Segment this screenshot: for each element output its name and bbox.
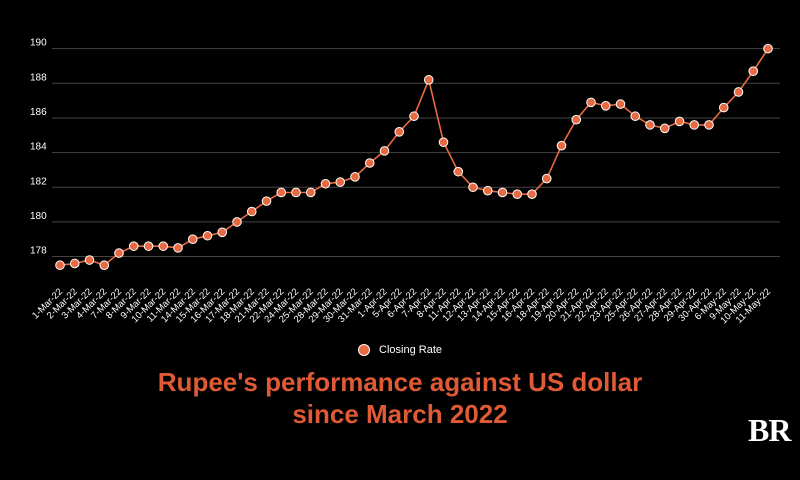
data-point	[733, 87, 744, 97]
chart-title: Rupee's performance against US dollar	[157, 367, 643, 397]
data-point	[364, 158, 375, 168]
data-point	[468, 182, 478, 193]
data-point	[291, 187, 301, 198]
data-point	[674, 116, 685, 127]
data-point	[202, 230, 213, 241]
data-point	[394, 127, 405, 137]
data-point	[232, 217, 242, 227]
data-point	[187, 234, 198, 245]
data-point	[335, 177, 346, 187]
y-tick-label: 186	[30, 107, 47, 118]
data-points	[55, 43, 773, 271]
data-point	[379, 146, 390, 156]
data-point	[423, 75, 434, 85]
y-tick-label: 182	[30, 176, 47, 187]
y-axis-ticks: 178 180 182 184 186 188 190	[30, 38, 47, 257]
data-point	[350, 172, 360, 182]
data-point	[748, 66, 759, 76]
data-point	[158, 241, 169, 251]
br-logo: BR	[748, 412, 791, 449]
data-point	[84, 255, 95, 265]
data-point	[527, 189, 537, 199]
series-line-group	[59, 48, 769, 267]
data-point	[586, 97, 596, 108]
data-point	[128, 241, 139, 251]
data-point	[217, 227, 228, 238]
data-point	[763, 43, 773, 54]
data-point	[630, 111, 641, 122]
data-point	[114, 248, 124, 258]
data-point	[99, 260, 110, 271]
y-tick-label: 180	[30, 211, 47, 222]
data-point	[512, 189, 523, 199]
data-point	[659, 123, 670, 134]
data-point	[497, 187, 508, 198]
data-point	[55, 260, 65, 271]
data-point	[246, 206, 257, 217]
data-point	[482, 185, 493, 196]
data-point	[718, 102, 729, 113]
data-point	[704, 120, 714, 130]
data-point	[541, 173, 552, 184]
data-point	[305, 187, 316, 198]
chart-grid	[52, 48, 780, 258]
data-point	[69, 258, 80, 269]
x-axis-ticks: 1-Mar-222-Mar-223-Mar-224-Mar-227-Mar-22…	[30, 286, 773, 326]
data-point	[689, 120, 700, 130]
line-chart: 178 180 182 184 186 188 190 1-Mar-222-Mar-223-…	[30, 38, 780, 326]
data-point	[409, 111, 419, 122]
data-point	[556, 140, 567, 151]
chart-legend: Closing Rate	[0, 344, 800, 357]
data-point	[173, 243, 183, 253]
data-point	[571, 114, 582, 125]
y-tick-label: 184	[30, 142, 47, 153]
data-point	[615, 99, 626, 109]
chart-subtitle: since March 2022	[292, 399, 508, 429]
logo-text: BR	[748, 412, 791, 448]
legend-marker-icon	[357, 344, 370, 357]
series-line	[59, 48, 769, 267]
data-point	[645, 120, 655, 130]
data-point	[438, 137, 449, 148]
data-point	[143, 241, 154, 251]
data-point	[261, 196, 272, 206]
data-point	[600, 101, 611, 111]
y-tick-label: 178	[30, 246, 47, 257]
data-point	[453, 166, 464, 177]
legend-label: Closing Rate	[379, 344, 443, 356]
data-point	[320, 178, 331, 189]
y-tick-label: 190	[30, 38, 47, 49]
data-point	[276, 187, 287, 198]
y-tick-label: 188	[30, 72, 47, 83]
